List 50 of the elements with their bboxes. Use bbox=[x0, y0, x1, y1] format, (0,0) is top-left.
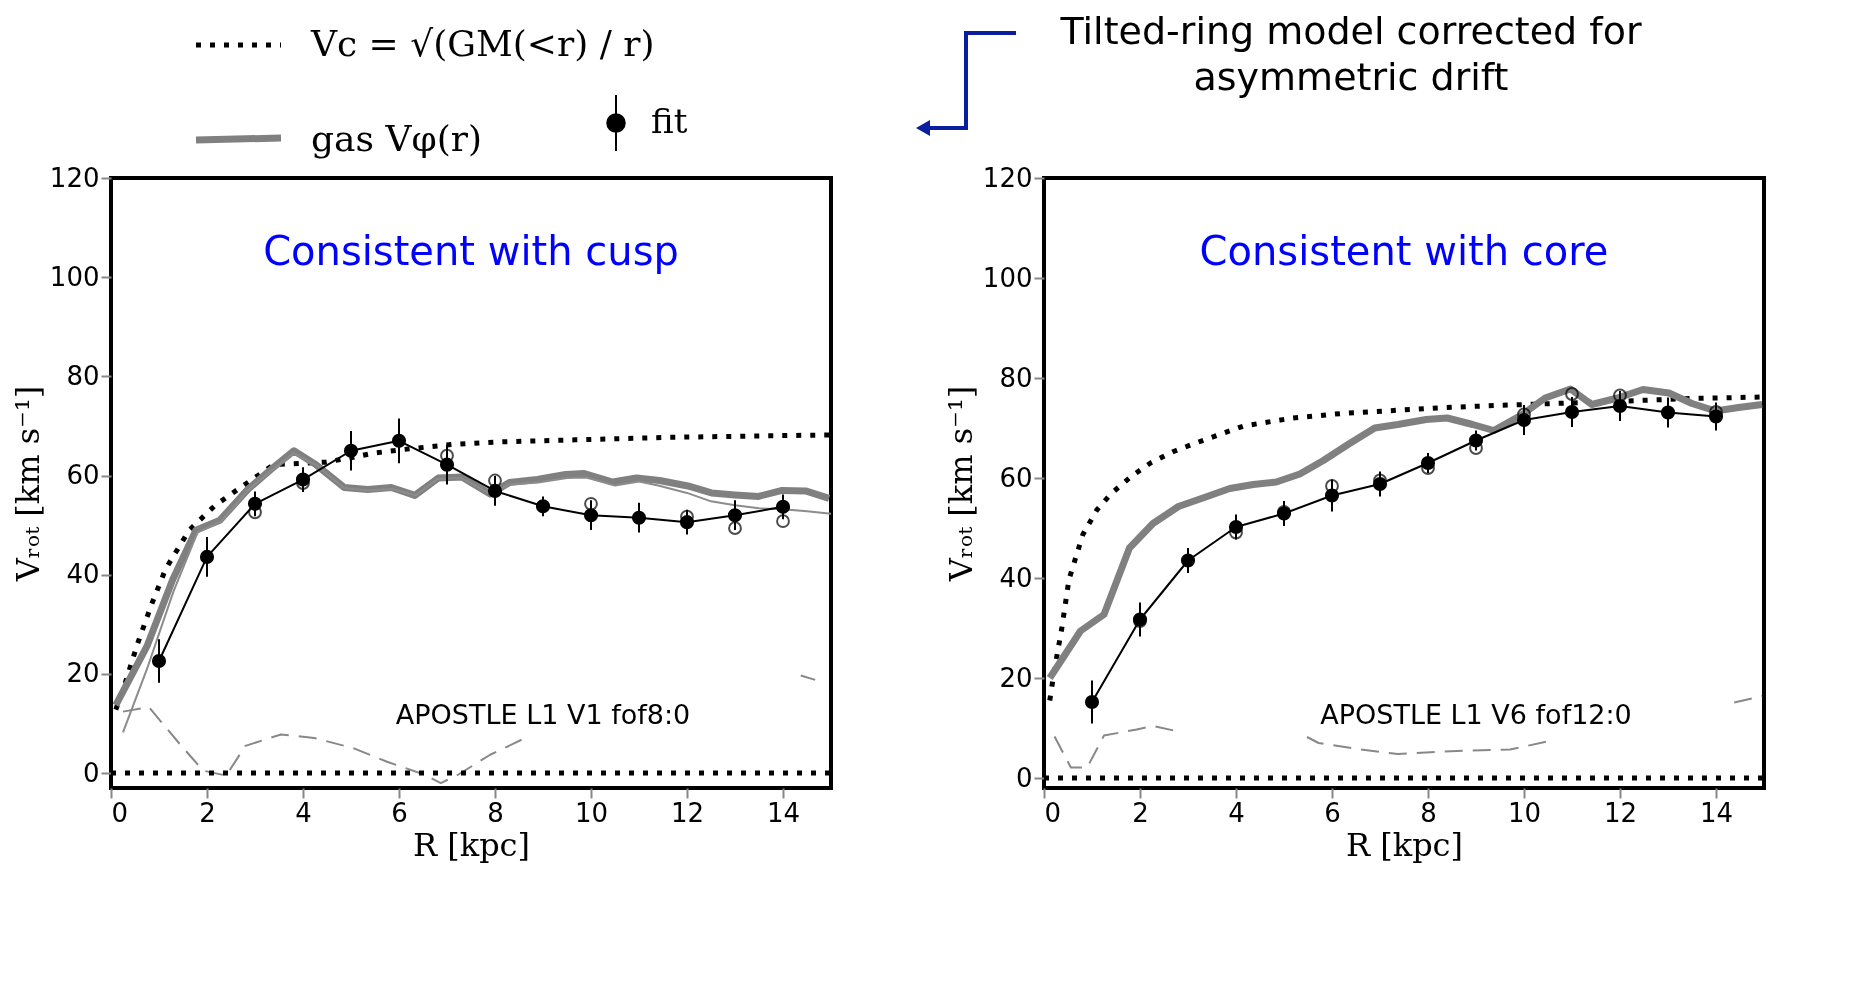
x-tick-label: 8 bbox=[487, 797, 504, 828]
x-tick-label: 4 bbox=[1228, 797, 1245, 828]
y-tick-label: 40 bbox=[66, 559, 100, 590]
x-tick-label: 10 bbox=[1507, 797, 1542, 828]
x-tick-label: 12 bbox=[670, 797, 705, 828]
y-tick-label: 100 bbox=[982, 262, 1033, 293]
point bbox=[1613, 388, 1627, 403]
point bbox=[1325, 479, 1339, 493]
point bbox=[1565, 387, 1579, 401]
y-tick-label: 20 bbox=[999, 662, 1033, 693]
point bbox=[584, 496, 598, 511]
x-axis-title: R [kpc] bbox=[1345, 825, 1464, 864]
point bbox=[248, 505, 262, 520]
y-tick-label: 60 bbox=[999, 462, 1033, 493]
point bbox=[728, 521, 742, 536]
legend-label: gas Vφ(r) bbox=[311, 118, 482, 159]
annotation: APOSTLE L1 V1 fof8:0 bbox=[395, 699, 691, 730]
y-tick-label: 40 bbox=[999, 562, 1033, 593]
x-tick-label: 6 bbox=[1324, 797, 1341, 828]
y-tick-label: 0 bbox=[82, 757, 100, 788]
x-tick-label: 14 bbox=[1699, 797, 1734, 828]
x-tick-label: 12 bbox=[1603, 797, 1638, 828]
point bbox=[776, 514, 790, 529]
legend-label: fit bbox=[651, 101, 688, 141]
x-tick-label: 0 bbox=[111, 797, 129, 828]
x-tick-label: 6 bbox=[391, 797, 408, 828]
x-tick-label: 2 bbox=[199, 797, 216, 828]
text: Tilted-ring model corrected for asymmetric drift bbox=[1059, 9, 1642, 99]
y-axis-title: Vᵣₒₜ [km s⁻¹] bbox=[941, 385, 980, 583]
y-tick-label: 60 bbox=[66, 460, 100, 491]
y-tick-label: 100 bbox=[49, 261, 100, 292]
y-tick-label: 120 bbox=[982, 162, 1033, 193]
y-tick-label: 0 bbox=[1015, 762, 1033, 793]
x-tick-label: 0 bbox=[1044, 797, 1062, 828]
y-tick-label: 80 bbox=[999, 362, 1033, 393]
x-tick-label: 10 bbox=[574, 797, 609, 828]
x-tick-label: 14 bbox=[766, 797, 801, 828]
legend-label: Vc = √(GM(<r) / r) bbox=[310, 23, 655, 64]
point bbox=[488, 473, 502, 488]
x-tick-label: 2 bbox=[1132, 797, 1149, 828]
y-tick-label: 80 bbox=[66, 360, 100, 391]
annotation: APOSTLE L1 V6 fof12:0 bbox=[1320, 699, 1632, 730]
annotation: Consistent with cusp bbox=[263, 228, 679, 274]
annotation: Consistent with core bbox=[1199, 228, 1609, 274]
y-tick-label: 120 bbox=[49, 162, 100, 193]
y-tick-label: 20 bbox=[66, 658, 100, 689]
x-tick-label: 8 bbox=[1420, 797, 1437, 828]
x-axis-title: R [kpc] bbox=[412, 825, 531, 864]
x-tick-label: 4 bbox=[295, 797, 312, 828]
y-axis-title: Vᵣₒₜ [km s⁻¹] bbox=[8, 385, 47, 583]
